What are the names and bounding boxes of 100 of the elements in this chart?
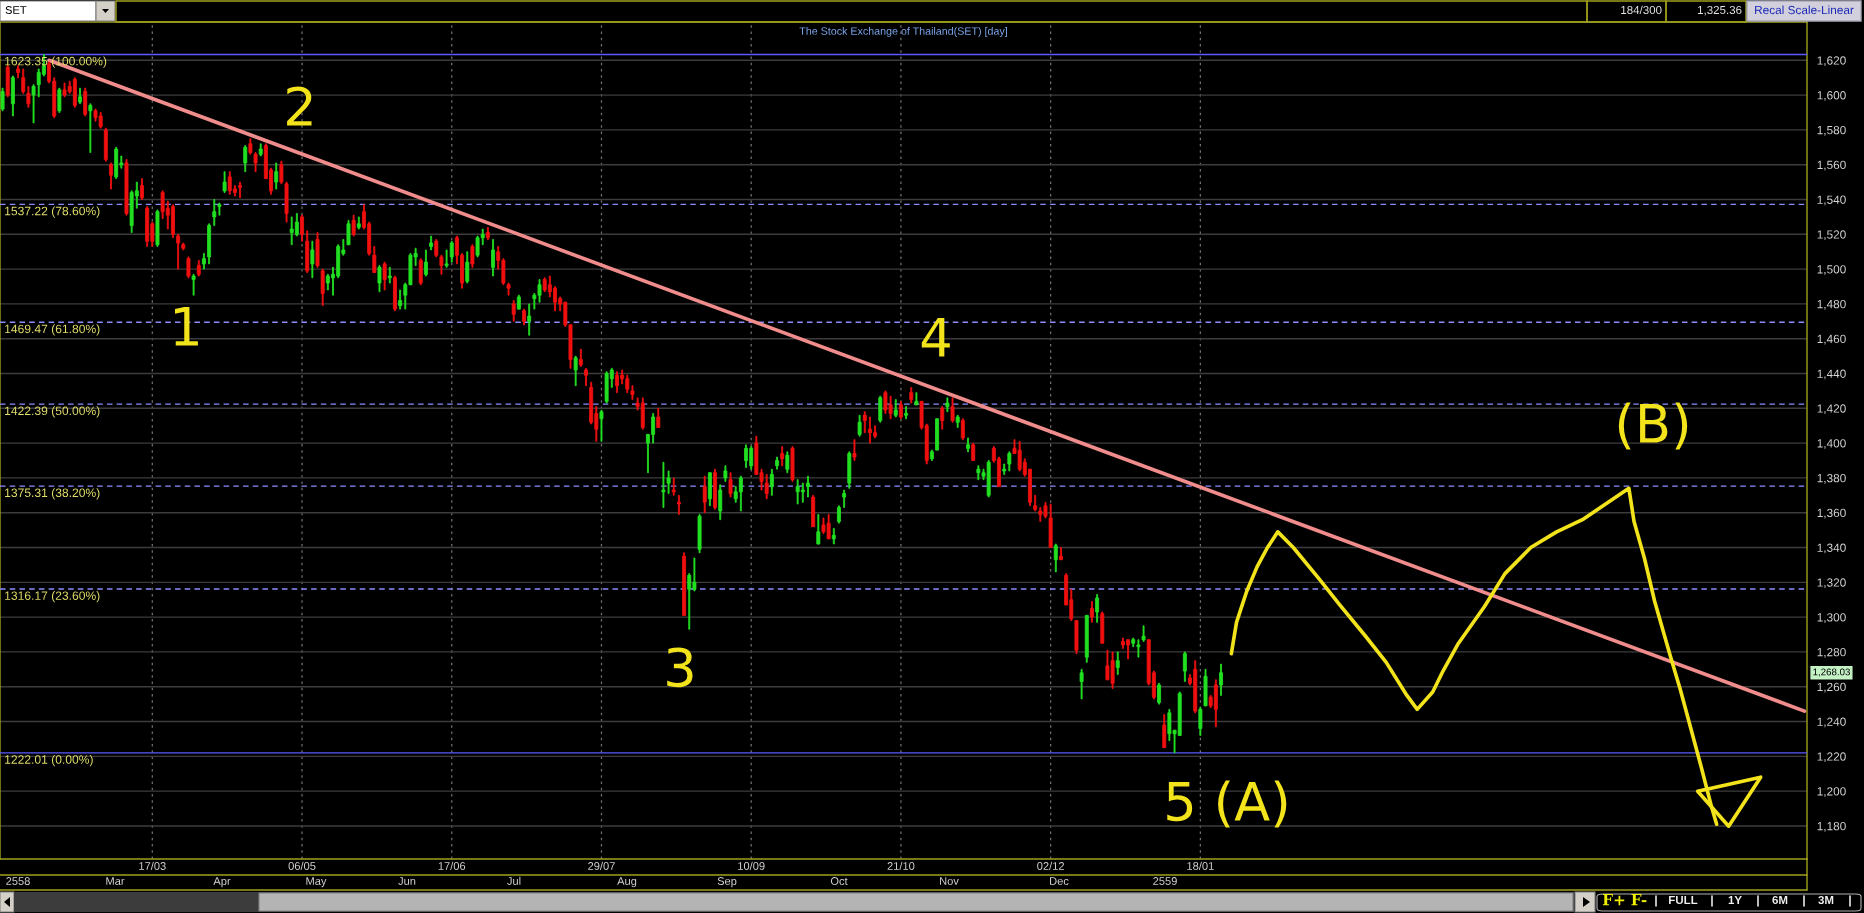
y-tick-label: 1,220 xyxy=(1817,752,1846,763)
candlestick xyxy=(671,477,676,496)
candlestick xyxy=(527,303,532,336)
y-tick-label: 1,480 xyxy=(1817,299,1846,310)
candlestick xyxy=(966,437,970,453)
text: FULL xyxy=(1669,896,1698,905)
candlestick xyxy=(351,214,356,237)
candlestick xyxy=(831,527,836,545)
ref-line-label: 1422.39 (50.00%) xyxy=(5,406,100,418)
text: 1,325.36 xyxy=(1698,5,1742,16)
y-tick-label: 1,520 xyxy=(1817,230,1846,241)
text: May xyxy=(306,877,327,888)
candlestick xyxy=(429,235,434,251)
y-tick-label: 1,500 xyxy=(1817,265,1846,275)
candlestick xyxy=(186,256,191,279)
candlestick xyxy=(238,181,243,199)
candlestick xyxy=(387,266,392,284)
candlestick xyxy=(950,397,955,423)
candlestick xyxy=(88,103,93,153)
text: 1,268.03 xyxy=(1813,668,1850,677)
x-tick-label: 02/12 xyxy=(1037,861,1064,870)
candlestick xyxy=(785,451,790,474)
y-tick-label: 1,420 xyxy=(1817,404,1846,415)
annotation: 3 xyxy=(667,647,693,688)
candlestick xyxy=(377,265,382,293)
candlestick xyxy=(201,253,206,270)
annotation: (B) xyxy=(1618,402,1688,450)
candlestick xyxy=(155,209,160,247)
candlestick xyxy=(124,159,129,216)
candlestick xyxy=(16,65,21,79)
y-tick-label: 1,360 xyxy=(1817,508,1846,519)
candlestick xyxy=(176,233,181,270)
candlestick xyxy=(790,446,795,482)
y-tick-label: 1,460 xyxy=(1817,334,1846,345)
candlestick xyxy=(893,399,898,418)
text: Dec xyxy=(1050,877,1069,885)
y-tick-label: 1,300 xyxy=(1817,613,1846,623)
candlestick xyxy=(599,409,604,442)
candlestick xyxy=(222,171,227,193)
candlestick xyxy=(382,261,387,291)
text: Jun xyxy=(398,877,416,885)
y-tick-label: 1,600 xyxy=(1817,91,1846,101)
candlestick xyxy=(31,84,36,124)
candlestick xyxy=(1203,668,1208,707)
candlestick xyxy=(1198,707,1203,736)
candlestick xyxy=(573,355,578,387)
ref-line-label: 1316.17 (23.60%) xyxy=(5,591,100,603)
y-tick-label: 1,260 xyxy=(1817,682,1846,693)
candlestick xyxy=(57,87,62,113)
candlestick xyxy=(217,202,222,216)
text: Mar xyxy=(106,877,125,885)
x-tick-label: 17/03 xyxy=(139,861,166,870)
x-tick-label: 29/07 xyxy=(588,861,615,870)
candlestick xyxy=(320,268,325,307)
candlestick xyxy=(857,414,862,437)
candlestick xyxy=(1131,637,1136,648)
candlestick xyxy=(1002,463,1007,475)
text: Aug xyxy=(617,877,637,888)
candlestick xyxy=(676,494,681,515)
annotation: 4 xyxy=(921,318,950,357)
candlestick xyxy=(78,87,82,105)
text: Apr xyxy=(213,877,231,888)
y-tick-label: 1,580 xyxy=(1817,125,1846,136)
candlestick xyxy=(945,397,950,413)
y-tick-label: 1,540 xyxy=(1817,195,1846,206)
text: Nov xyxy=(940,877,959,885)
text: Jul xyxy=(507,876,521,885)
candlestick xyxy=(439,254,444,275)
candlestick xyxy=(1074,620,1079,655)
x-tick-label: 18/01 xyxy=(1187,861,1214,870)
candlestick xyxy=(723,465,728,482)
y-tick-label: 1,380 xyxy=(1817,473,1846,484)
candlestick xyxy=(914,392,919,406)
text: 3M xyxy=(1818,895,1834,905)
candlestick xyxy=(470,244,475,268)
text: F+ xyxy=(1602,894,1625,906)
candlestick xyxy=(816,514,821,545)
candlestick xyxy=(852,439,857,461)
annotation: 5 (A) xyxy=(1167,780,1287,828)
text: 6M xyxy=(1772,895,1788,905)
x-tick-label: 21/10 xyxy=(887,861,915,870)
text: 2558 xyxy=(6,877,30,885)
y-tick-label: 1,200 xyxy=(1817,787,1846,797)
candlestick xyxy=(630,385,635,401)
x-tick-label: 06/05 xyxy=(288,861,316,870)
candlestick xyxy=(26,85,31,108)
candlestick xyxy=(310,240,315,279)
candlestick xyxy=(1033,494,1038,512)
annotation: 2 xyxy=(287,86,312,126)
text: Recal Scale-Linear xyxy=(1755,5,1854,15)
ref-line-label: 1469.47 (61.80%) xyxy=(5,324,100,336)
ref-line-label: 1375.31 (38.20%) xyxy=(5,488,100,500)
y-tick-label: 1,280 xyxy=(1817,647,1846,658)
candlestick xyxy=(191,273,196,296)
candlestick xyxy=(346,219,351,246)
text: Oct xyxy=(830,877,848,885)
y-tick-label: 1,560 xyxy=(1817,160,1846,171)
candlestick xyxy=(806,475,810,498)
y-tick-label: 1,400 xyxy=(1817,439,1846,449)
ref-line-label: 1537.22 (78.60%) xyxy=(5,206,100,218)
